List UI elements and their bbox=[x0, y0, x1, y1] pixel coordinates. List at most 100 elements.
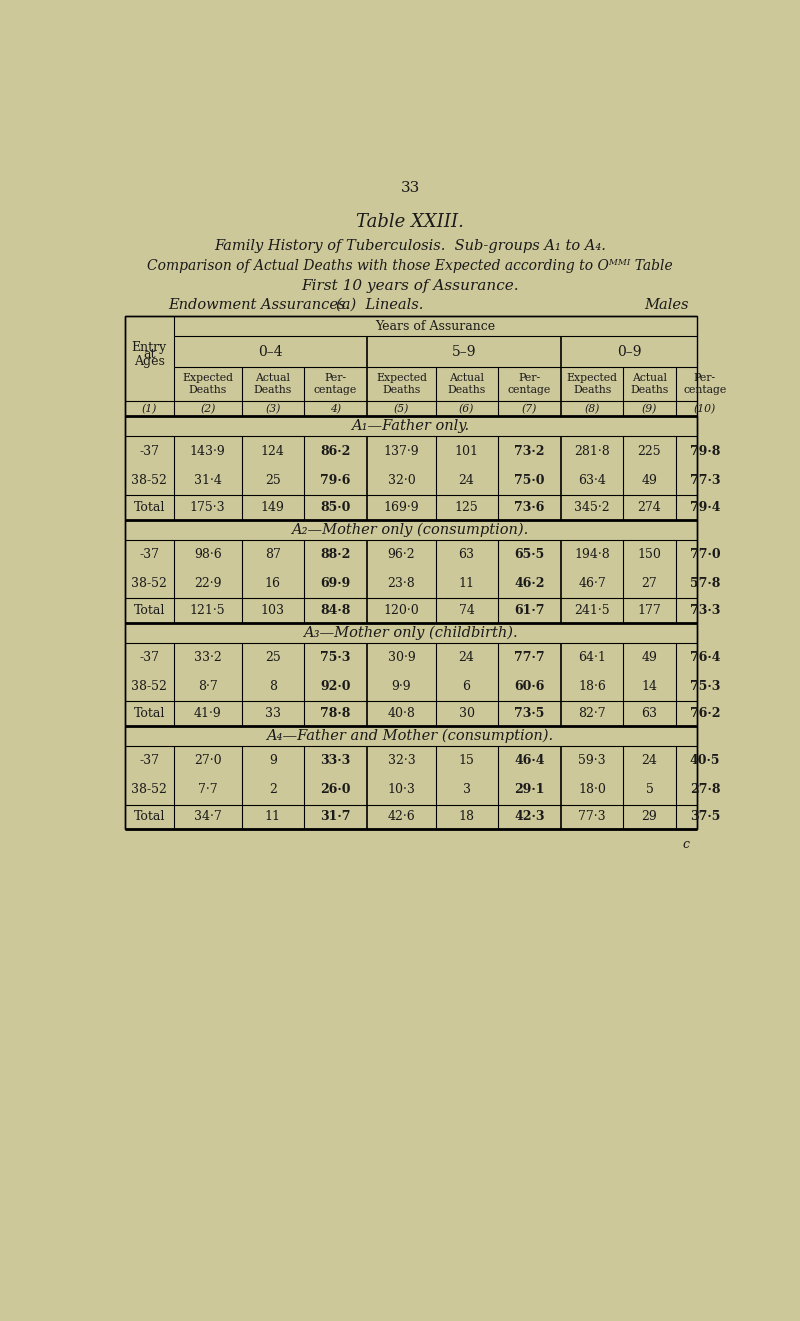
Text: 32·0: 32·0 bbox=[388, 474, 415, 487]
Text: Males: Males bbox=[645, 297, 689, 312]
Text: 92·0: 92·0 bbox=[320, 680, 351, 694]
Text: 18: 18 bbox=[458, 810, 474, 823]
Text: 29: 29 bbox=[642, 810, 658, 823]
Text: 75·3: 75·3 bbox=[321, 651, 350, 664]
Text: 30: 30 bbox=[458, 707, 474, 720]
Text: 175·3: 175·3 bbox=[190, 501, 226, 514]
Text: (2): (2) bbox=[200, 404, 215, 413]
Text: 31·7: 31·7 bbox=[320, 810, 351, 823]
Text: 61·7: 61·7 bbox=[514, 604, 545, 617]
Text: (3): (3) bbox=[265, 404, 281, 413]
Text: 11: 11 bbox=[265, 810, 281, 823]
Text: 77·3: 77·3 bbox=[578, 810, 606, 823]
Text: 65·5: 65·5 bbox=[514, 548, 545, 561]
Text: 18·0: 18·0 bbox=[578, 783, 606, 797]
Text: 34·7: 34·7 bbox=[194, 810, 222, 823]
Text: 24: 24 bbox=[458, 651, 474, 664]
Text: 79·8: 79·8 bbox=[690, 445, 720, 457]
Text: 31·4: 31·4 bbox=[194, 474, 222, 487]
Text: 63: 63 bbox=[458, 548, 474, 561]
Text: Per-
centage: Per- centage bbox=[508, 374, 551, 395]
Text: -37: -37 bbox=[139, 754, 159, 768]
Text: Actual
Deaths: Actual Deaths bbox=[630, 374, 669, 395]
Text: 77·0: 77·0 bbox=[690, 548, 720, 561]
Text: 26·0: 26·0 bbox=[320, 783, 351, 797]
Text: 74: 74 bbox=[458, 604, 474, 617]
Text: 57·8: 57·8 bbox=[690, 577, 720, 590]
Text: 46·2: 46·2 bbox=[514, 577, 545, 590]
Text: 77·7: 77·7 bbox=[514, 651, 545, 664]
Text: 73·2: 73·2 bbox=[514, 445, 545, 457]
Text: 88·2: 88·2 bbox=[321, 548, 350, 561]
Text: 30·9: 30·9 bbox=[388, 651, 415, 664]
Text: 73·5: 73·5 bbox=[514, 707, 545, 720]
Text: 82·7: 82·7 bbox=[578, 707, 606, 720]
Text: 2: 2 bbox=[269, 783, 277, 797]
Text: 38-52: 38-52 bbox=[131, 783, 167, 797]
Text: 14: 14 bbox=[642, 680, 658, 694]
Text: 76·4: 76·4 bbox=[690, 651, 720, 664]
Text: (a)  Lineals.: (a) Lineals. bbox=[336, 297, 424, 312]
Text: 38-52: 38-52 bbox=[131, 680, 167, 694]
Text: 274: 274 bbox=[638, 501, 662, 514]
Text: 169·9: 169·9 bbox=[384, 501, 419, 514]
Text: 63: 63 bbox=[642, 707, 658, 720]
Text: 0–4: 0–4 bbox=[258, 345, 283, 359]
Text: 77·3: 77·3 bbox=[690, 474, 720, 487]
Text: at: at bbox=[143, 347, 155, 361]
Text: 25: 25 bbox=[265, 651, 281, 664]
Text: Family History of Tuberculosis.  Sub-groups A₁ to A₄.: Family History of Tuberculosis. Sub-grou… bbox=[214, 239, 606, 252]
Text: 33: 33 bbox=[265, 707, 281, 720]
Text: 42·6: 42·6 bbox=[388, 810, 415, 823]
Text: 9: 9 bbox=[269, 754, 277, 768]
Text: 27: 27 bbox=[642, 577, 658, 590]
Text: Total: Total bbox=[134, 810, 165, 823]
Bar bbox=[125, 316, 697, 830]
Text: 225: 225 bbox=[638, 445, 662, 457]
Text: 143·9: 143·9 bbox=[190, 445, 226, 457]
Text: 24: 24 bbox=[642, 754, 658, 768]
Text: 40·5: 40·5 bbox=[690, 754, 720, 768]
Text: 73·6: 73·6 bbox=[514, 501, 545, 514]
Text: 27·8: 27·8 bbox=[690, 783, 720, 797]
Text: 87: 87 bbox=[265, 548, 281, 561]
Text: Total: Total bbox=[134, 707, 165, 720]
Text: 15: 15 bbox=[458, 754, 474, 768]
Text: 78·8: 78·8 bbox=[321, 707, 350, 720]
Text: (7): (7) bbox=[522, 404, 537, 413]
Text: 177: 177 bbox=[638, 604, 662, 617]
Text: 137·9: 137·9 bbox=[384, 445, 419, 457]
Text: 5–9: 5–9 bbox=[452, 345, 477, 359]
Text: 49: 49 bbox=[642, 474, 658, 487]
Text: -37: -37 bbox=[139, 445, 159, 457]
Text: 22·9: 22·9 bbox=[194, 577, 222, 590]
Text: 42·3: 42·3 bbox=[514, 810, 545, 823]
Text: 63·4: 63·4 bbox=[578, 474, 606, 487]
Text: Comparison of Actual Deaths with those Expected according to Oᴹᴹᴵ Table: Comparison of Actual Deaths with those E… bbox=[147, 259, 673, 273]
Text: 60·6: 60·6 bbox=[514, 680, 545, 694]
Text: 125: 125 bbox=[454, 501, 478, 514]
Text: 0–9: 0–9 bbox=[617, 345, 641, 359]
Text: 69·9: 69·9 bbox=[321, 577, 350, 590]
Text: 121·5: 121·5 bbox=[190, 604, 226, 617]
Text: Total: Total bbox=[134, 501, 165, 514]
Text: 38-52: 38-52 bbox=[131, 474, 167, 487]
Text: 33·2: 33·2 bbox=[194, 651, 222, 664]
Text: Expected
Deaths: Expected Deaths bbox=[182, 374, 234, 395]
Text: 33: 33 bbox=[400, 181, 420, 194]
Text: 124: 124 bbox=[261, 445, 285, 457]
Text: 8·7: 8·7 bbox=[198, 680, 218, 694]
Text: -37: -37 bbox=[139, 651, 159, 664]
Text: A₃—Mother only (childbirth).: A₃—Mother only (childbirth). bbox=[302, 626, 518, 641]
Text: 29·1: 29·1 bbox=[514, 783, 545, 797]
Text: 85·0: 85·0 bbox=[321, 501, 350, 514]
Text: 345·2: 345·2 bbox=[574, 501, 610, 514]
Text: 27·0: 27·0 bbox=[194, 754, 222, 768]
Text: (9): (9) bbox=[642, 404, 657, 413]
Text: c: c bbox=[682, 838, 689, 851]
Text: 76·2: 76·2 bbox=[690, 707, 720, 720]
Text: 194·8: 194·8 bbox=[574, 548, 610, 561]
Text: First 10 years of Assurance.: First 10 years of Assurance. bbox=[301, 279, 519, 292]
Text: 84·8: 84·8 bbox=[321, 604, 350, 617]
Text: 3: 3 bbox=[462, 783, 470, 797]
